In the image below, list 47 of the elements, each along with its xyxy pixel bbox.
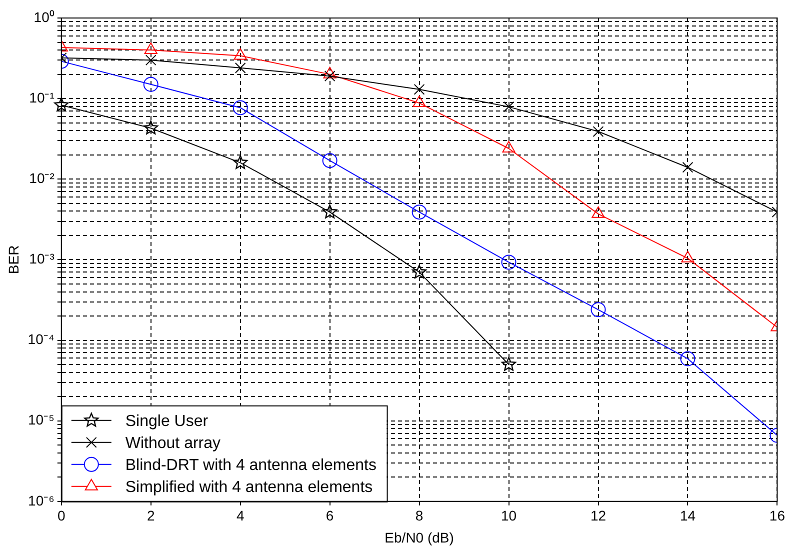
- y-tick-label: 10⁻²: [29, 170, 55, 186]
- x-tick-label: 16: [769, 508, 786, 524]
- point: [145, 54, 156, 66]
- point: [590, 302, 606, 318]
- point: [414, 84, 425, 95]
- x-tick-label: 6: [326, 508, 334, 524]
- point: [592, 126, 604, 137]
- point: [502, 141, 516, 152]
- point: [412, 96, 426, 108]
- x-tick-label: 8: [415, 508, 424, 524]
- point: [682, 162, 694, 173]
- point: [324, 70, 336, 82]
- y-tick-label: 10⁻³: [29, 250, 55, 267]
- point: [502, 356, 516, 371]
- point: [54, 97, 69, 112]
- y-tick-label: 10⁻¹: [29, 89, 55, 106]
- y-tick-label: 10⁻⁶: [28, 492, 54, 508]
- point: [412, 264, 427, 278]
- y-axis-title: BER: [5, 245, 22, 274]
- y-tick-label: 10⁻⁵: [28, 412, 54, 428]
- point: [144, 120, 158, 134]
- x-tick-label: 10: [500, 508, 517, 524]
- point: [322, 153, 338, 168]
- point: [680, 351, 696, 366]
- point: [234, 48, 247, 60]
- point: [143, 76, 158, 92]
- x-tick-label: 12: [590, 508, 606, 524]
- x-tick-label: 14: [680, 508, 696, 524]
- x-tick-label: 0: [57, 508, 66, 524]
- y-tick-label: 10⁰: [34, 8, 54, 25]
- point: [501, 254, 516, 270]
- legend-label: Blind-DRT with 4 antenna elements: [125, 456, 376, 474]
- x-tick-label: 2: [146, 508, 155, 524]
- legend-label: Simplified with 4 antenna elements: [125, 478, 373, 496]
- point: [322, 204, 338, 218]
- point: [503, 101, 514, 112]
- point: [233, 155, 248, 169]
- point: [144, 42, 158, 54]
- x-axis-title: Eb/N0 (dB): [384, 529, 454, 546]
- point: [232, 100, 248, 116]
- y-tick-label: 10⁻⁴: [28, 331, 54, 348]
- legend-label: Single User: [125, 412, 209, 430]
- point: [323, 66, 336, 78]
- point: [234, 62, 246, 74]
- point: [412, 204, 427, 220]
- x-tick-label: 4: [236, 508, 244, 524]
- legend-label: Without array: [125, 434, 221, 452]
